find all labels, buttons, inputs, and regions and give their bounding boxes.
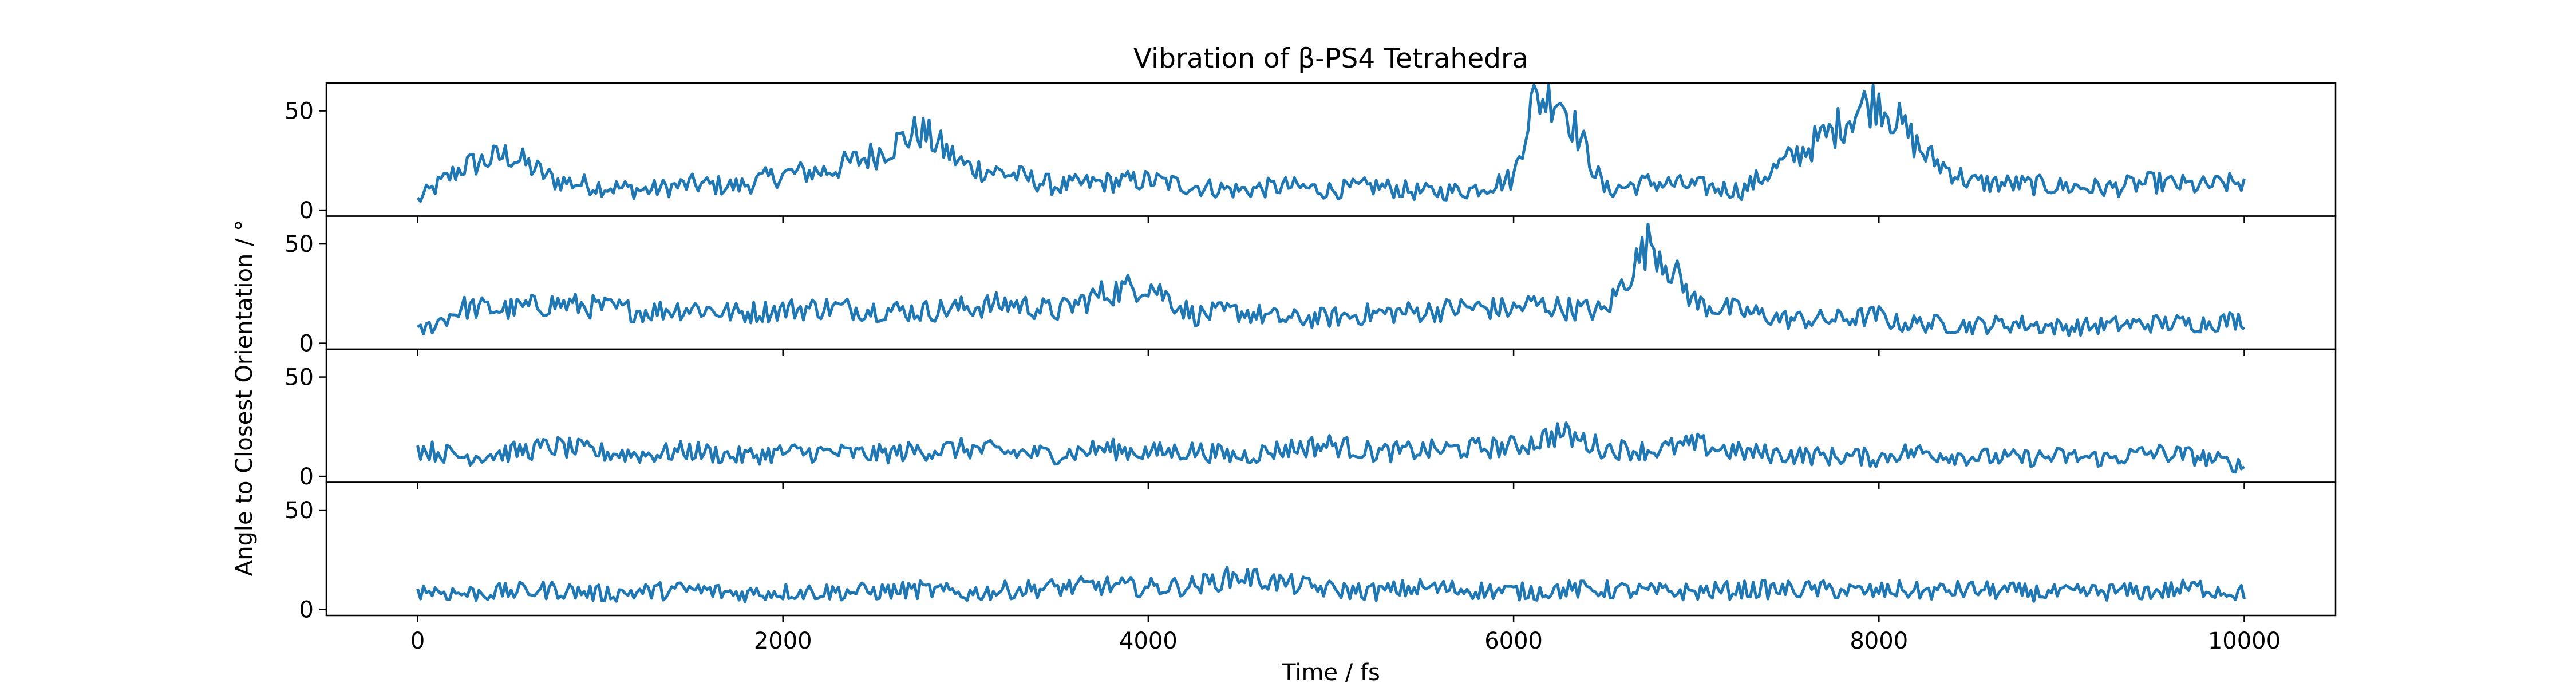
axes-layer: 0 50 0 50 0 50 0 50 0 2000 4000 6000 8000 10000: [285, 82, 2337, 654]
chart-title: Vibration of β-PS4 Tetrahedra: [1133, 43, 1528, 74]
y-tick-label: 50: [285, 231, 314, 258]
x-tick-label: 0: [410, 628, 425, 654]
y-tick-label: 0: [299, 464, 314, 490]
x-axis-label: Time / fs: [1281, 660, 1380, 686]
y-tick-label: 50: [285, 498, 314, 524]
y-tick-label: 0: [299, 331, 314, 357]
panel-frame: [325, 481, 2337, 617]
y-tick-label: 0: [299, 597, 314, 623]
series-line-panel-1: [416, 84, 2246, 203]
x-tick-label: 2000: [754, 628, 812, 654]
y-tick-label: 0: [299, 198, 314, 224]
y-tick-label: 50: [285, 98, 314, 125]
y-axis-label: Angle to Closest Orientation / °: [231, 220, 258, 576]
series-line-panel-4: [416, 566, 2246, 603]
x-tick-label: 10000: [2208, 628, 2281, 654]
x-tick-label: 6000: [1484, 628, 1543, 654]
series-line-panel-3: [416, 421, 2245, 474]
x-tick-label: 8000: [1850, 628, 1908, 654]
x-tick-label: 4000: [1119, 628, 1178, 654]
series-line-panel-2: [417, 222, 2246, 337]
panel-4: 0 50: [285, 481, 2337, 623]
y-tick-label: 50: [285, 365, 314, 391]
